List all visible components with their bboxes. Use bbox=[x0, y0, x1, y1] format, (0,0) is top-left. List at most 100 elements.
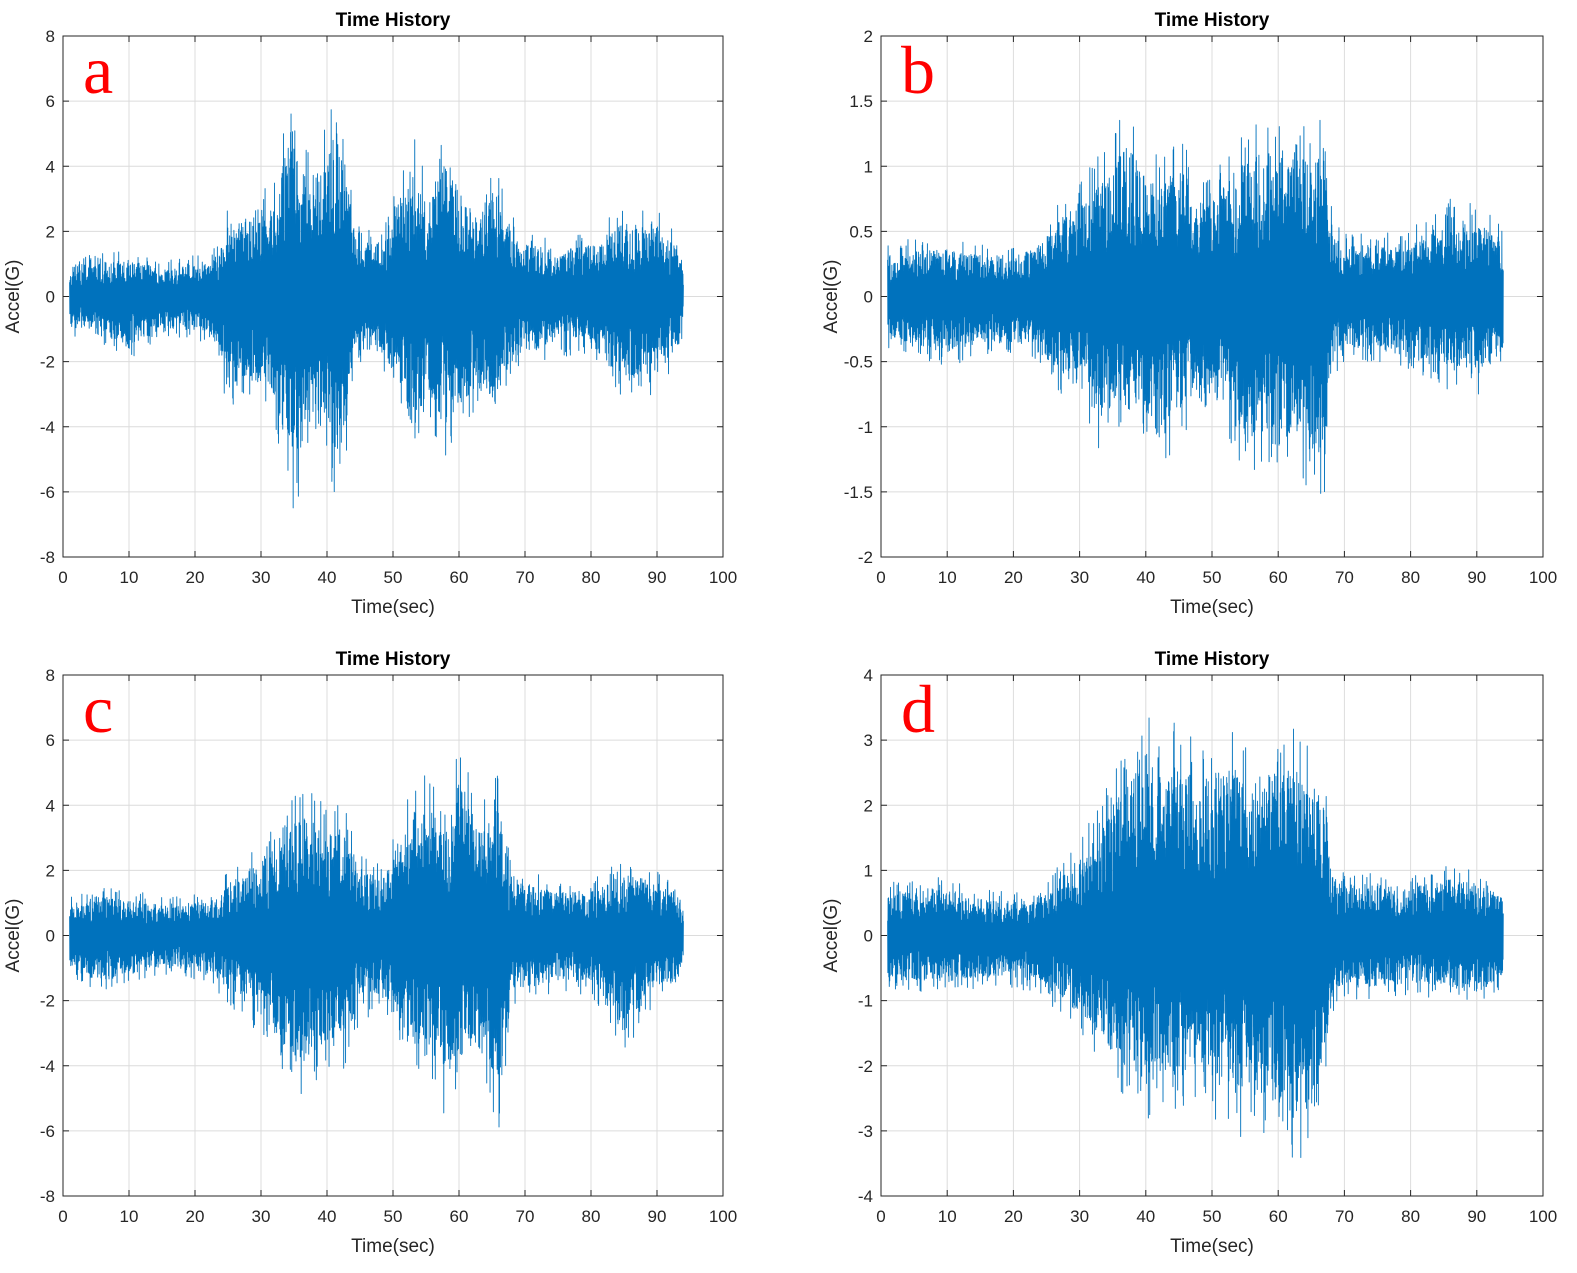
x-tick-label: 50 bbox=[1203, 568, 1222, 587]
panel-c: 0 10 20 30 40 50 60 70 80 90 100 -8 -6 -4 -2 0 2 4 6 8 Time … bbox=[3, 649, 737, 1257]
x-tick-label: 80 bbox=[1401, 1207, 1420, 1226]
signal-trace bbox=[887, 119, 1504, 494]
x-tick-label: 100 bbox=[1529, 568, 1557, 587]
y-axis-label: Accel(G) bbox=[3, 260, 24, 334]
x-tick-label: 20 bbox=[1004, 568, 1023, 587]
y-tick-label: 8 bbox=[46, 27, 55, 46]
y-tick-label: -8 bbox=[40, 1187, 55, 1206]
x-tick-label: 70 bbox=[516, 568, 535, 587]
y-tick-label: 4 bbox=[864, 666, 873, 685]
x-tick-label: 100 bbox=[1529, 1207, 1557, 1226]
chart-title: Time History bbox=[336, 649, 451, 670]
x-tick-label: 100 bbox=[709, 1207, 737, 1226]
x-tick-label: 30 bbox=[252, 1207, 271, 1226]
x-tick-label: 30 bbox=[1070, 1207, 1089, 1226]
x-axis-label: Time(sec) bbox=[351, 597, 435, 618]
x-tick-label: 80 bbox=[1401, 568, 1420, 587]
x-axis-label: Time(sec) bbox=[1170, 1236, 1254, 1257]
x-tick-label: 40 bbox=[318, 568, 337, 587]
y-tick-label: -4 bbox=[40, 1057, 55, 1076]
y-axis-label: Accel(G) bbox=[3, 899, 24, 973]
x-axis-label: Time(sec) bbox=[1170, 597, 1254, 618]
x-tick-label: 30 bbox=[1070, 568, 1089, 587]
y-tick-label: 2 bbox=[864, 27, 873, 46]
y-tick-label: 2 bbox=[46, 222, 55, 241]
y-tick-label: 3 bbox=[864, 731, 873, 750]
x-tick-label: 80 bbox=[582, 568, 601, 587]
x-tick-label: 70 bbox=[516, 1207, 535, 1226]
x-tick-label: 0 bbox=[58, 1207, 67, 1226]
y-tick-label: 2 bbox=[864, 796, 873, 815]
x-tick-label: 40 bbox=[318, 1207, 337, 1226]
y-tick-label: 4 bbox=[46, 157, 55, 176]
signal-trace bbox=[69, 757, 684, 1128]
x-tick-label: 90 bbox=[1467, 568, 1486, 587]
y-tick-label: -2 bbox=[858, 548, 873, 567]
y-tick-label: 4 bbox=[46, 796, 55, 815]
x-tick-label: 20 bbox=[186, 1207, 205, 1226]
y-tick-label: 8 bbox=[46, 666, 55, 685]
y-tick-label: 1 bbox=[864, 157, 873, 176]
signal-trace bbox=[69, 109, 684, 509]
x-tick-label: 10 bbox=[120, 1207, 139, 1226]
x-tick-label: 60 bbox=[450, 1207, 469, 1226]
x-tick-label: 50 bbox=[384, 1207, 403, 1226]
x-tick-label: 0 bbox=[58, 568, 67, 587]
signal-trace bbox=[887, 717, 1504, 1158]
x-tick-label: 60 bbox=[1269, 568, 1288, 587]
y-tick-label: -2 bbox=[858, 1057, 873, 1076]
y-tick-label: -2 bbox=[40, 992, 55, 1011]
x-tick-label: 10 bbox=[938, 568, 957, 587]
x-tick-label: 40 bbox=[1136, 1207, 1155, 1226]
y-tick-label: 0.5 bbox=[849, 222, 873, 241]
y-tick-label: 2 bbox=[46, 861, 55, 880]
x-tick-label: 30 bbox=[252, 568, 271, 587]
x-tick-label: 20 bbox=[186, 568, 205, 587]
y-tick-label: -1.5 bbox=[844, 483, 873, 502]
y-tick-label: -8 bbox=[40, 548, 55, 567]
x-tick-label: 70 bbox=[1335, 568, 1354, 587]
x-tick-label: 20 bbox=[1004, 1207, 1023, 1226]
panel-d: 0 10 20 30 40 50 60 70 80 90 100 -4 -3 -2 -1 0 1 2 3 4 Time … bbox=[821, 649, 1557, 1257]
x-tick-label: 60 bbox=[450, 568, 469, 587]
panel-letter: c bbox=[83, 671, 113, 747]
x-tick-label: 10 bbox=[938, 1207, 957, 1226]
y-tick-label: -4 bbox=[40, 418, 55, 437]
y-tick-label: 0 bbox=[864, 927, 873, 946]
y-tick-label: 0 bbox=[46, 288, 55, 307]
x-tick-label: 50 bbox=[384, 568, 403, 587]
y-tick-label: -0.5 bbox=[844, 353, 873, 372]
y-tick-label: -6 bbox=[40, 483, 55, 502]
y-axis-label: Accel(G) bbox=[821, 899, 842, 973]
y-axis-label: Accel(G) bbox=[821, 260, 842, 334]
x-tick-label: 60 bbox=[1269, 1207, 1288, 1226]
x-tick-label: 10 bbox=[120, 568, 139, 587]
y-tick-label: 0 bbox=[864, 288, 873, 307]
y-tick-label: 0 bbox=[46, 927, 55, 946]
x-tick-label: 100 bbox=[709, 568, 737, 587]
chart-title: Time History bbox=[1155, 649, 1270, 670]
y-tick-label: -6 bbox=[40, 1122, 55, 1141]
panel-a: 0 10 20 30 40 50 60 70 80 90 100 -8 -6 -4 -2 0 2 4 6 8 Time … bbox=[3, 10, 737, 618]
panel-b: 0 10 20 30 40 50 60 70 80 90 100 -2 -1.5 -1 -0.5 0 0.5 1 1… bbox=[821, 10, 1557, 618]
x-tick-label: 90 bbox=[1467, 1207, 1486, 1226]
panel-letter: b bbox=[901, 32, 935, 108]
y-tick-label: -3 bbox=[858, 1122, 873, 1141]
chart-title: Time History bbox=[336, 10, 451, 31]
x-tick-label: 40 bbox=[1136, 568, 1155, 587]
x-tick-label: 0 bbox=[876, 1207, 885, 1226]
panel-letter: a bbox=[83, 32, 113, 108]
x-tick-label: 80 bbox=[582, 1207, 601, 1226]
x-axis-label: Time(sec) bbox=[351, 1236, 435, 1257]
x-tick-label: 50 bbox=[1203, 1207, 1222, 1226]
y-tick-label: -1 bbox=[858, 992, 873, 1011]
y-tick-label: 6 bbox=[46, 92, 55, 111]
y-tick-label: -1 bbox=[858, 418, 873, 437]
chart-title: Time History bbox=[1155, 10, 1270, 31]
x-tick-label: 90 bbox=[648, 1207, 667, 1226]
panel-letter: d bbox=[901, 671, 935, 747]
y-tick-label: -2 bbox=[40, 353, 55, 372]
y-tick-label: -4 bbox=[858, 1187, 873, 1206]
x-tick-label: 90 bbox=[648, 568, 667, 587]
